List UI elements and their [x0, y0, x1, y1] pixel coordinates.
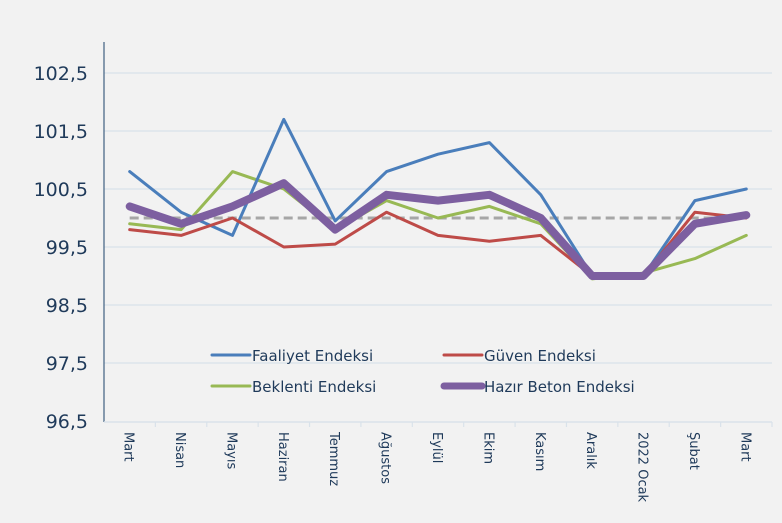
legend-label: Hazır Beton Endeksi	[484, 378, 635, 396]
x-tick-label: Şubat	[686, 432, 701, 470]
x-tick-label: Aralık	[583, 432, 598, 469]
legend: Faaliyet Endeksi Güven Endeksi Beklenti En…	[210, 347, 635, 396]
series-lines	[125, 117, 751, 281]
x-tick-label: Ekim	[480, 432, 495, 464]
y-tick-label: 100,5	[34, 179, 88, 201]
legend-item: Güven Endeksi	[442, 347, 596, 365]
x-tick-label: Nisan	[172, 432, 187, 468]
legend-label: Güven Endeksi	[484, 347, 596, 365]
x-tick-label: 2022 Ocak	[635, 432, 650, 503]
legend-item: Hazır Beton Endeksi	[440, 378, 635, 396]
y-tick-label: 99,5	[46, 237, 88, 259]
legend-label: Faaliyet Endeksi	[252, 347, 373, 365]
x-tick-label: Kasım	[532, 432, 547, 471]
legend-item: Faaliyet Endeksi	[210, 347, 373, 365]
x-tick-label: Mart	[121, 432, 136, 462]
x-tick-labels: Mart Nisan Mayıs Haziran Temmuz Ağustos Eylül E…	[121, 431, 753, 503]
y-tick-labels: 102,5 101,5 100,5 99,5 98,5 97,5 96,5	[34, 63, 88, 433]
x-tick-label: Temmuz	[326, 431, 341, 486]
y-tick-label: 102,5	[34, 63, 88, 85]
x-tick-label: Haziran	[275, 432, 290, 482]
axes	[103, 42, 773, 427]
x-tick-label: Ağustos	[378, 432, 393, 484]
x-tick-label: Mart	[737, 432, 752, 462]
y-tick-label: 96,5	[46, 411, 88, 433]
y-tick-label: 98,5	[46, 295, 88, 317]
legend-label: Beklenti Endeksi	[252, 378, 376, 396]
x-tick-label: Mayıs	[223, 432, 238, 469]
x-tick-label: Eylül	[429, 432, 444, 463]
y-tick-label: 97,5	[46, 353, 88, 375]
legend-item: Beklenti Endeksi	[210, 378, 376, 396]
y-tick-label: 101,5	[34, 121, 88, 143]
